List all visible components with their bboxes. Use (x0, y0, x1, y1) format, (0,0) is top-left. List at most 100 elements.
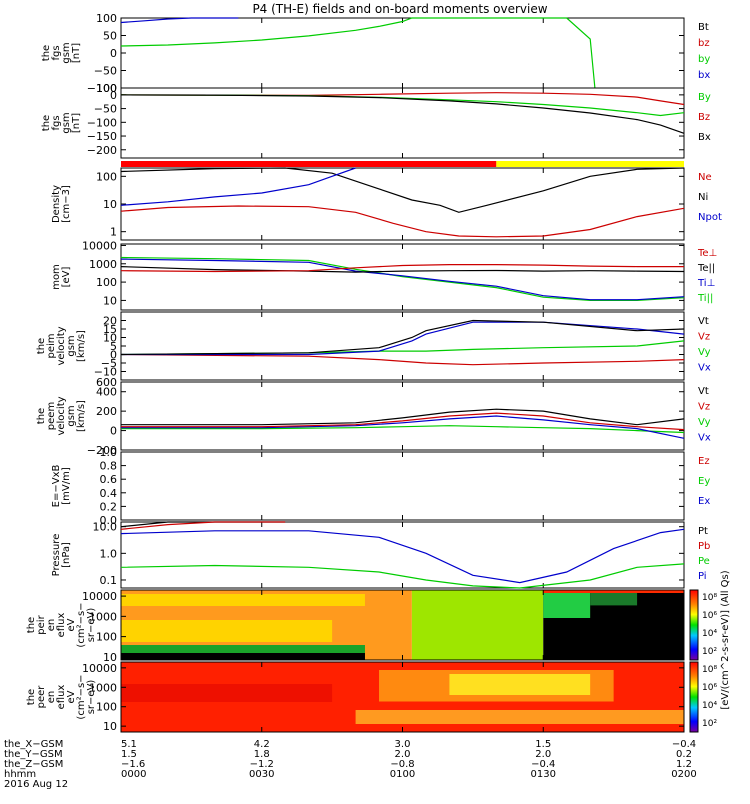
series-line-Vy (121, 425, 685, 434)
y-label-line: the (26, 689, 37, 705)
y-tick-label: 0.0 (100, 514, 118, 527)
legend-entry: Pt (698, 526, 708, 537)
colorbar (689, 661, 699, 733)
y-label-line: [cm−3] (61, 185, 72, 223)
series-line-Vz (120, 353, 685, 366)
legend-entry: Bt (698, 22, 709, 33)
series-line-Ti⊥ (120, 258, 685, 301)
spectrogram-region (543, 590, 684, 593)
spectrogram-region (121, 594, 365, 606)
y-tick-label: 10000 (82, 590, 117, 603)
legend-entry: Vx (698, 363, 711, 374)
panel-1: 100 50 0 −50 −100 the fgs gsm [nT] Bt bz by bx (41, 12, 710, 95)
y-tick-label: 10000 (82, 662, 117, 675)
y-tick-label: 15 (103, 323, 117, 336)
y-tick-label: 1.0 (100, 547, 118, 560)
spectrogram-region (590, 590, 638, 606)
y-tick-label: 1000 (89, 610, 117, 623)
y-label-line: peir (36, 614, 47, 634)
y-label-line: [km/s] (76, 400, 87, 432)
footer-value: 0.2 (676, 749, 692, 760)
y-tick-label: 1000 (89, 258, 117, 271)
series-line-Vt (120, 319, 685, 356)
colorbar-tick-label: 10⁶ (702, 683, 717, 693)
y-tick-label: 0.4 (100, 487, 118, 500)
y-tick-label: 10000 (82, 239, 117, 252)
colorbar-label-text: [eV/(cm^2-s-sr-eV)] (All Qs) (720, 570, 731, 709)
y-label-line: (cm²−s− (76, 674, 87, 719)
y-axis-label: the peem velocity gsm [km/s] (36, 396, 87, 435)
y-tick-label: 100 (96, 170, 117, 183)
y-axis-label: Density [cm−3] (51, 185, 72, 223)
legend-entry: bx (698, 70, 710, 81)
footer-value: 4.2 (254, 739, 270, 750)
colorbar-label: [eV/(cm^2-s-sr-eV)] (All Qs) (720, 570, 731, 709)
footer-value: −1.6 (121, 759, 145, 770)
chart-title: P4 (TH-E) fields and on-board moments ov… (252, 2, 547, 16)
y-label-line: (cm²−s− (76, 602, 87, 647)
legend-entry: Vx (698, 433, 711, 444)
legend-entry: by (698, 54, 710, 65)
y-label-line: gsm (66, 335, 77, 356)
colorbar-tick-label: 10⁶ (702, 611, 717, 621)
footer-value: 2.0 (535, 749, 551, 760)
series-line-Vt (121, 408, 685, 426)
legend-entry: Bz (698, 112, 710, 123)
series-line-Vz (121, 412, 685, 431)
spectrogram-region (121, 620, 333, 642)
panel-frame (120, 451, 685, 521)
y-label-line: gsm (61, 42, 72, 63)
y-tick-label: 100 (96, 12, 117, 25)
y-label-line: the (41, 45, 52, 61)
panel-3: 100 10 1 Density [cm−3] Ne Ni Npot (51, 167, 722, 241)
y-label-line: peim (46, 333, 57, 358)
footer-value: 0100 (390, 769, 415, 780)
y-tick-label: 10 (103, 332, 117, 345)
panel-frame (120, 17, 685, 89)
y-tick-label: 0.1 (100, 574, 118, 587)
legend-entry: Vy (698, 417, 711, 428)
series-line-Ni (120, 167, 685, 213)
series-line-by (120, 17, 596, 89)
footer-value: −1.2 (250, 759, 274, 770)
series-line-Pe (120, 563, 685, 589)
y-tick-label: 10 (103, 294, 117, 307)
y-tick-label: −200 (87, 144, 117, 157)
series-line-Pi (120, 528, 685, 584)
y-tick-label: 0.8 (100, 460, 118, 473)
y-axis-label: the fgs gsm [nT] (41, 112, 82, 133)
y-label-line: gsm (61, 112, 72, 133)
y-axis-label: mom [eV] (51, 264, 72, 290)
y-label-line: E=−VxB (51, 465, 62, 508)
series-line-Pb (120, 521, 286, 530)
mode-bar-segment (496, 161, 684, 167)
colorbar-tick-label: 10⁸ (702, 665, 717, 675)
spectrogram-region (543, 590, 591, 618)
footer-value: −0.8 (390, 759, 414, 770)
footer-value: 1.2 (676, 759, 692, 770)
y-tick-label: 600 (96, 376, 117, 389)
y-tick-label: 1000 (89, 681, 117, 694)
legend-entry: Ey (698, 476, 710, 487)
y-tick-label: −5 (101, 357, 117, 370)
y-axis-label: the peir en eflux eV (cm²−s− sr−eV) (26, 602, 97, 647)
colorbar-tick-label: 10⁴ (702, 701, 717, 711)
y-label-line: the (41, 115, 52, 131)
y-tick-label: −50 (94, 65, 117, 78)
series-line-Ne (120, 205, 685, 238)
panel-10: 10000 1000 100 10 the peer en eflux eV (cm²−s− sr−… (26, 661, 717, 733)
legend-entry: Ex (698, 496, 710, 507)
y-label-line: mom (51, 264, 62, 290)
spectrogram-region (355, 710, 684, 724)
series-line-Vy (120, 340, 685, 356)
series-line-Vx (121, 415, 685, 439)
y-label-line: [nPa] (61, 542, 72, 568)
y-tick-label: 10.0 (93, 521, 118, 534)
legend-entry: Ti|| (697, 293, 713, 304)
legend-entry: Bx (698, 132, 711, 143)
panel-8: 10.0 1.0 0.1 Pressure [nPa] Pt Pb Pe Pi (51, 521, 710, 589)
spectrogram-region (449, 674, 591, 695)
